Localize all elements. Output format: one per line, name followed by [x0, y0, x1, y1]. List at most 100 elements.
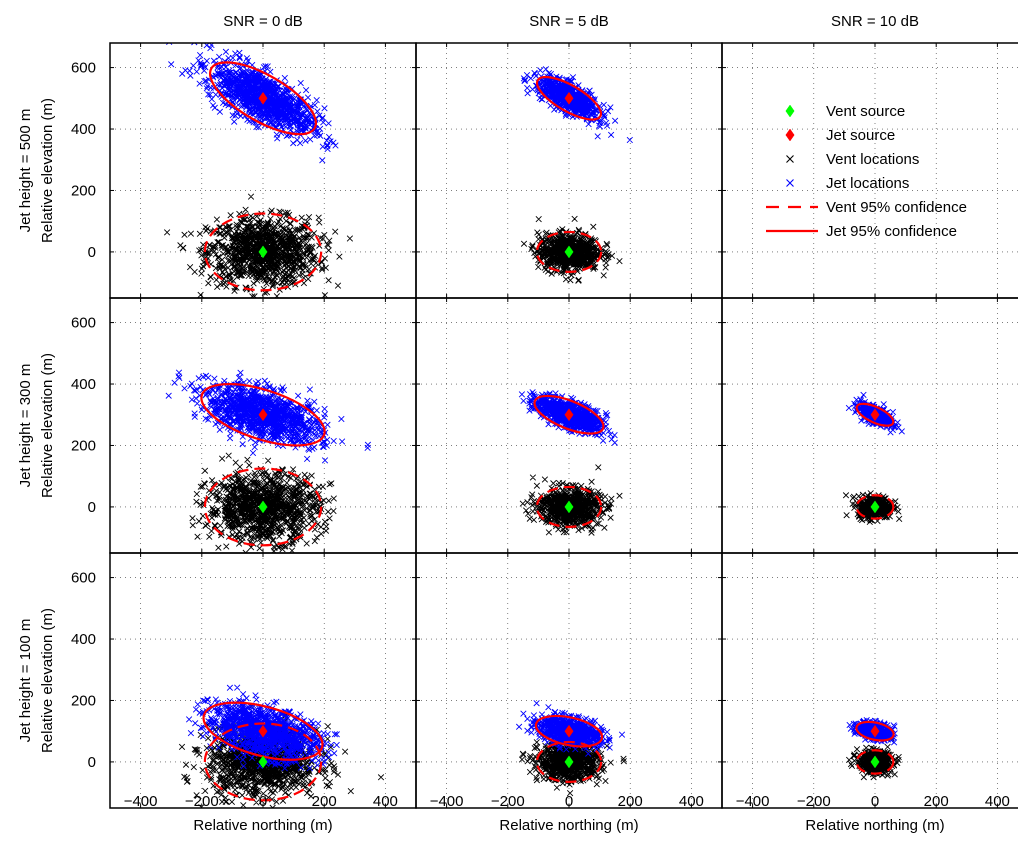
panel-r1-c0	[109, 297, 417, 554]
x-tick-label: 400	[679, 793, 704, 810]
plot-area	[518, 389, 623, 536]
jet-confidence-ellipse	[855, 720, 895, 742]
jet-confidence-ellipse	[200, 382, 326, 447]
y-tick-label: 400	[71, 121, 96, 138]
plot-area	[178, 684, 385, 808]
legend-vent-source-icon	[785, 104, 795, 118]
x-axis-label: Relative northing (m)	[805, 817, 944, 834]
jet-confidence-ellipse	[202, 701, 324, 761]
row-title: Jet height = 500 m	[17, 109, 34, 233]
column-title: SNR = 5 dB	[529, 13, 609, 30]
panel-r0-c0	[109, 42, 417, 299]
x-axis-label: Relative northing (m)	[193, 817, 332, 834]
legend-label: Vent source	[826, 103, 905, 120]
jet-source-marker	[870, 408, 880, 422]
grid-lines	[722, 43, 1018, 298]
grid-lines	[722, 553, 1018, 808]
legend-jet-locations-icon	[786, 179, 794, 187]
plot-area	[520, 66, 633, 284]
y-tick-label: 0	[88, 244, 96, 261]
grid-lines	[110, 43, 416, 298]
plot-area	[163, 43, 354, 298]
jet-source-marker	[258, 724, 268, 738]
jet-source-marker	[564, 91, 574, 105]
x-tick-label: −400	[124, 793, 158, 810]
jet-source-marker	[564, 724, 574, 738]
y-tick-label: 0	[88, 754, 96, 771]
panel-r0-c1	[415, 42, 723, 299]
vent-locations-series	[189, 452, 337, 553]
axis-ticks	[722, 43, 998, 298]
panel-r2-c2	[721, 552, 1018, 809]
vent-confidence-ellipse	[535, 230, 603, 273]
legend-label: Vent 95% confidence	[826, 199, 967, 216]
x-tick-label: −200	[797, 793, 831, 810]
y-tick-label: 200	[71, 437, 96, 454]
y-tick-label: 400	[71, 631, 96, 648]
jet-locations-series	[165, 369, 372, 464]
jet-confidence-ellipse	[855, 402, 895, 427]
legend-label: Jet locations	[826, 175, 909, 192]
x-tick-label: 0	[565, 793, 573, 810]
legend-jet-source-icon	[785, 128, 795, 142]
panel-frame	[721, 42, 1018, 299]
panel-r2-c1	[415, 552, 723, 809]
grid-lines	[416, 553, 722, 808]
vent-source-marker	[258, 245, 268, 259]
vent-source-marker	[870, 755, 880, 769]
y-tick-label: 200	[71, 692, 96, 709]
panel-r2-c0	[109, 552, 417, 809]
vent-source-marker	[258, 755, 268, 769]
jet-source-marker	[258, 408, 268, 422]
panel-r0-c2	[721, 42, 1018, 299]
vent-confidence-ellipse	[535, 485, 603, 528]
row-title: Jet height = 300 m	[17, 364, 34, 488]
x-tick-label: 400	[985, 793, 1010, 810]
y-tick-label: 600	[71, 315, 96, 332]
x-tick-label: 400	[373, 793, 398, 810]
vent-locations-series	[519, 464, 623, 536]
grid-lines	[110, 553, 416, 808]
legend-label: Jet source	[826, 127, 895, 144]
x-tick-label: −400	[430, 793, 464, 810]
jet-source-marker	[258, 91, 268, 105]
panel-frame	[721, 552, 1018, 809]
y-axis-label: Relative elevation (m)	[39, 98, 56, 243]
vent-source-marker	[564, 245, 574, 259]
grid-lines	[416, 298, 722, 553]
column-title: SNR = 10 dB	[831, 13, 919, 30]
vent-source-marker	[870, 500, 880, 514]
legend-label: Jet 95% confidence	[826, 223, 957, 240]
legend: Vent source Jet source Vent locations Jet l…	[766, 103, 967, 240]
plot-area	[515, 700, 627, 797]
plot-area	[845, 716, 902, 781]
jet-locations-series	[166, 43, 339, 164]
y-tick-label: 0	[88, 499, 96, 516]
x-tick-label: −400	[736, 793, 770, 810]
legend-label: Vent locations	[826, 151, 919, 168]
vent-confidence-ellipse	[855, 494, 895, 520]
x-tick-label: 0	[259, 793, 267, 810]
jet-confidence-ellipse	[534, 714, 604, 748]
jet-confidence-ellipse	[208, 61, 318, 136]
jet-source-marker	[564, 408, 574, 422]
vent-confidence-ellipse	[855, 749, 895, 775]
panel-r1-c2	[721, 297, 1018, 554]
x-tick-label: 0	[871, 793, 879, 810]
x-axis-label: Relative northing (m)	[499, 817, 638, 834]
x-tick-label: 200	[312, 793, 337, 810]
y-tick-label: 600	[71, 60, 96, 77]
vent-source-marker	[258, 500, 268, 514]
vent-confidence-ellipse	[203, 722, 323, 802]
row-title: Jet height = 100 m	[17, 619, 34, 743]
grid-lines	[722, 298, 1018, 553]
x-tick-label: −200	[185, 793, 219, 810]
column-title: SNR = 0 dB	[223, 13, 303, 30]
x-tick-label: 200	[924, 793, 949, 810]
y-tick-label: 200	[71, 182, 96, 199]
plot-area	[165, 369, 372, 553]
legend-vent-locations-icon	[786, 155, 794, 163]
x-tick-label: 200	[618, 793, 643, 810]
jet-locations-series	[520, 66, 633, 144]
